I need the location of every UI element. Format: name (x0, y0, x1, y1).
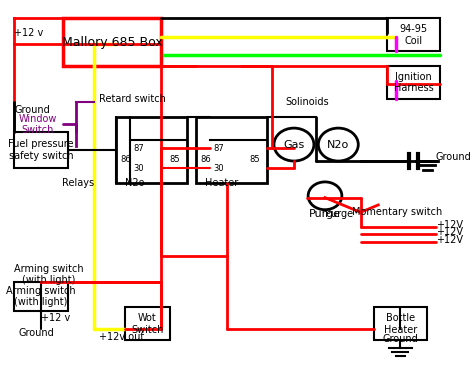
Text: Ground: Ground (14, 105, 50, 115)
Text: Mallory 685 Box: Mallory 685 Box (62, 36, 162, 49)
Text: +12v out: +12v out (99, 332, 144, 342)
Bar (63, 18, 161, 66)
Text: Gas: Gas (283, 139, 305, 150)
Circle shape (319, 128, 358, 161)
Text: +12V: +12V (436, 220, 463, 230)
Text: Ground: Ground (19, 328, 55, 338)
Text: Ground: Ground (436, 152, 472, 163)
Text: Window
Switch: Window Switch (19, 113, 57, 135)
Text: 86: 86 (121, 155, 132, 164)
Bar (125, 307, 170, 340)
Text: 85: 85 (170, 155, 180, 164)
Circle shape (308, 182, 342, 210)
Text: 87: 87 (133, 144, 144, 153)
Text: Arming switch
(with light): Arming switch (with light) (6, 285, 76, 307)
Text: Retard switch: Retard switch (99, 94, 165, 104)
Text: Heater: Heater (205, 178, 238, 188)
Bar (387, 18, 440, 51)
Bar (14, 132, 68, 168)
Text: Relays: Relays (62, 178, 94, 188)
Text: Solinoids: Solinoids (285, 97, 328, 108)
Text: Wot
Switch: Wot Switch (131, 313, 164, 335)
Text: +12V: +12V (436, 235, 463, 245)
Bar (117, 117, 187, 183)
Text: Ground: Ground (383, 333, 419, 344)
Text: Bottle
Heater: Bottle Heater (384, 313, 417, 335)
Text: +12 v: +12 v (14, 28, 44, 38)
Text: 30: 30 (133, 164, 144, 173)
Bar (196, 117, 267, 183)
Text: 30: 30 (213, 164, 224, 173)
Text: Momentary switch: Momentary switch (352, 207, 442, 217)
Text: Ignition
Harness: Ignition Harness (394, 71, 434, 93)
Text: Arming switch
(with light): Arming switch (with light) (14, 264, 84, 285)
Text: N2o: N2o (327, 139, 349, 150)
Circle shape (274, 128, 314, 161)
Text: N2o: N2o (125, 178, 145, 188)
Text: 87: 87 (213, 144, 224, 153)
Text: Fuel pressure
safety switch: Fuel pressure safety switch (8, 139, 73, 161)
Bar (387, 66, 440, 99)
Text: +12V: +12V (436, 227, 463, 238)
Bar (374, 307, 427, 340)
Text: +12 v: +12 v (41, 313, 70, 324)
Text: 94-95
Coil: 94-95 Coil (400, 24, 428, 46)
Bar (14, 282, 68, 311)
Text: 86: 86 (201, 155, 211, 164)
Text: Purge: Purge (309, 209, 341, 219)
Text: Purge: Purge (325, 209, 353, 219)
Text: 85: 85 (249, 155, 260, 164)
